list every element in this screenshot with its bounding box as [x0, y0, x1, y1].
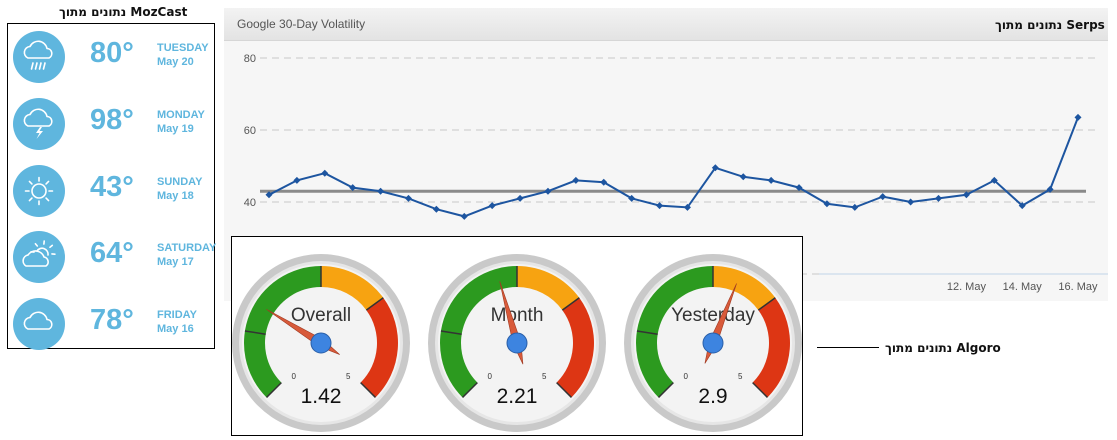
gauge-max-label: 5 [738, 372, 743, 381]
gauge-min-label: 0 [684, 372, 689, 381]
mozcast-label: נתונים מתוך MozCast [59, 5, 187, 19]
weather-date: May 19 [157, 123, 194, 135]
weather-day-row: 43° SUNDAY May 18 [8, 164, 214, 228]
gauge-min-label: 0 [292, 372, 297, 381]
gauge-max-label: 5 [542, 372, 547, 381]
gauge-label: Overall [291, 305, 351, 326]
rain-cloud-icon [13, 31, 65, 83]
data-point [321, 170, 328, 177]
data-point [293, 177, 300, 184]
algoroo-gauge-panel: 0 5 Overall 1.42 0 5 Month 2.21 0 5 Yesterday 2.9 [231, 236, 803, 436]
weather-day: TUESDAY [157, 42, 209, 54]
data-point [377, 188, 384, 195]
data-point [879, 193, 886, 200]
data-point [1075, 114, 1082, 121]
weather-day-row: 80° TUESDAY May 20 [8, 30, 214, 94]
data-point [489, 202, 496, 209]
weather-date: May 16 [157, 323, 194, 335]
data-point [405, 195, 412, 202]
gauge-label: Month [491, 305, 544, 326]
weather-temp: 80° [90, 37, 134, 70]
data-point [907, 199, 914, 206]
weather-date: May 17 [157, 256, 194, 268]
weather-day-row: 98° MONDAY May 19 [8, 97, 214, 161]
data-point [572, 177, 579, 184]
data-point [433, 206, 440, 213]
x-tick-label: 12. May [947, 281, 987, 293]
weather-day-row: 64° SATURDAY May 17 [8, 230, 214, 294]
y-tick-label: 40 [244, 197, 256, 209]
gauge-value: 1.42 [301, 385, 342, 408]
sun-icon [13, 165, 65, 217]
gauge-value: 2.21 [497, 385, 538, 408]
gauge-label: Yesterday [671, 305, 755, 326]
weather-day: MONDAY [157, 109, 205, 121]
weather-day: SUNDAY [157, 176, 202, 188]
data-point [851, 204, 858, 211]
gauge-value: 2.9 [698, 385, 727, 408]
data-point [740, 173, 747, 180]
weather-day: FRIDAY [157, 309, 197, 321]
weather-temp: 43° [90, 171, 134, 204]
weather-temp: 64° [90, 237, 134, 270]
data-point [768, 177, 775, 184]
data-point [544, 188, 551, 195]
mozcast-weather-panel: 80° TUESDAY May 20 98° MONDAY May 19 43° SUNDAY… [7, 23, 215, 349]
gauge-hub [311, 333, 331, 353]
gauge-max-label: 5 [346, 372, 351, 381]
serps-label: נתונים מתוך Serps [995, 18, 1105, 32]
data-point [656, 202, 663, 209]
connector-line [817, 347, 879, 348]
x-tick-label: 14. May [1003, 281, 1043, 293]
y-tick-label: 80 [244, 53, 256, 65]
gauge-hub [507, 333, 527, 353]
gauge-min-label: 0 [488, 372, 493, 381]
partly-cloudy-icon [13, 231, 65, 283]
y-tick-label: 60 [244, 125, 256, 137]
gauge-hub [703, 333, 723, 353]
cloud-icon [13, 298, 65, 350]
weather-date: May 18 [157, 190, 194, 202]
data-point [461, 213, 468, 220]
weather-temp: 98° [90, 104, 134, 137]
data-point [935, 195, 942, 202]
x-tick-label: 16. May [1058, 281, 1098, 293]
weather-day: SATURDAY [157, 242, 216, 254]
weather-day-row: 78° FRIDAY May 16 [8, 297, 214, 361]
storm-cloud-icon [13, 98, 65, 150]
weather-date: May 20 [157, 56, 194, 68]
gauge-set: 0 5 Overall 1.42 0 5 Month 2.21 0 5 Yesterday 2.9 [232, 237, 802, 435]
data-point [517, 195, 524, 202]
weather-temp: 78° [90, 304, 134, 337]
algoroo-label: נתונים מתוך Algoro [885, 341, 1001, 355]
